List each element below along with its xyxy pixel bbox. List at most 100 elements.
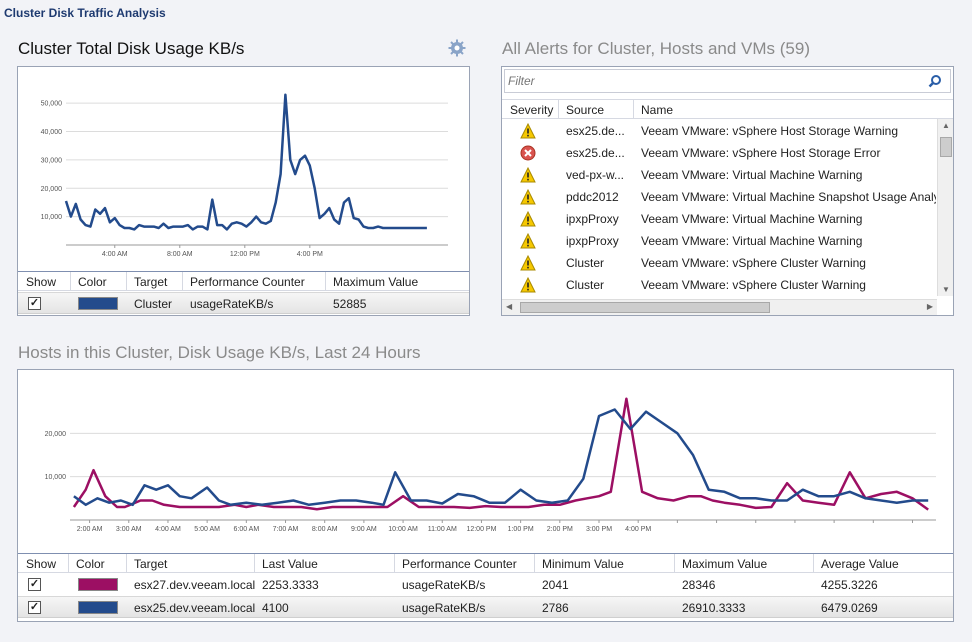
counter-cell: usageRateKB/s [402, 601, 486, 615]
source-cell: pddc2012 [566, 190, 619, 204]
show-checkbox[interactable]: ✓ [28, 297, 41, 310]
col-color: Color [78, 275, 107, 289]
list-item[interactable]: pddc2012 Veeam VMware: Virtual Machine Sn… [502, 186, 936, 208]
x-tick-label: 12:00 PM [466, 526, 496, 533]
list-item[interactable]: esx25.de... Veeam VMware: vSphere Host St… [502, 142, 936, 164]
name-cell: Veeam VMware: Virtual Machine Warning [641, 234, 863, 248]
max-cell: 28346 [682, 578, 716, 592]
source-cell: Cluster [566, 278, 605, 292]
y-tick-label: 20,000 [45, 431, 67, 438]
list-item[interactable]: ipxpProxy Veeam VMware: Virtual Machine W… [502, 230, 936, 252]
cluster-panel-title: Cluster Total Disk Usage KB/s [18, 39, 245, 58]
x-tick-label: 4:00 AM [155, 526, 181, 533]
y-tick-label: 10,000 [45, 474, 67, 481]
col-name: Name [641, 103, 674, 117]
x-tick-label: 4:00 PM [297, 251, 323, 258]
warning-icon [520, 255, 536, 271]
series-line-1 [73, 408, 929, 507]
x-tick-label: 10:00 AM [388, 526, 418, 533]
col-min: Minimum Value [542, 557, 624, 571]
source-cell: ipxpProxy [566, 212, 619, 226]
name-cell: Veeam VMware: vSphere Cluster Warning [641, 278, 866, 292]
max-cell: 26910.3333 [682, 601, 746, 615]
last-value-cell: 4100 [262, 601, 289, 615]
series-line-0 [72, 397, 929, 511]
col-target: Target [134, 557, 168, 571]
col-counter: Performance Counter [402, 557, 517, 571]
hosts-panel-title: Hosts in this Cluster, Disk Usage KB/s, … [18, 343, 421, 362]
name-cell: Veeam VMware: Virtual Machine Warning [641, 212, 863, 226]
name-cell: Veeam VMware: vSphere Host Storage Warni… [641, 124, 899, 138]
hosts-grid-header: Show Color Target Last Value Performance… [18, 553, 953, 573]
list-item[interactable]: Cluster Veeam VMware: vSphere Cluster War… [502, 252, 936, 274]
warning-icon [520, 277, 536, 293]
app-title: Cluster Disk Traffic Analysis [4, 6, 166, 20]
last-value-cell: 2253.3333 [262, 578, 319, 592]
filter-input[interactable] [508, 74, 888, 88]
error-icon [520, 145, 536, 161]
max-cell: 52885 [333, 297, 367, 311]
warning-icon [520, 189, 536, 205]
table-row[interactable]: ✓ esx27.dev.veeam.local 2253.3333 usageR… [18, 574, 953, 596]
alerts-vertical-scrollbar[interactable]: ▲ ▼ [937, 119, 953, 296]
y-tick-label: 20,000 [41, 186, 63, 193]
avg-cell: 4255.3226 [821, 578, 878, 592]
warning-icon [520, 233, 536, 249]
x-tick-label: 4:00 AM [102, 251, 128, 258]
list-item[interactable]: ipxpProxy Veeam VMware: Virtual Machine W… [502, 208, 936, 230]
list-item[interactable]: ved-px-w... Veeam VMware: Virtual Machine… [502, 164, 936, 186]
col-counter: Performance Counter [190, 275, 305, 289]
x-tick-label: 8:00 AM [167, 251, 193, 258]
show-checkbox[interactable]: ✓ [28, 601, 41, 614]
alerts-grid-header: Severity Source Name [502, 99, 953, 119]
cluster-grid-header: Show Color Target Performance Counter Ma… [18, 271, 469, 291]
x-tick-label: 3:00 PM [586, 526, 612, 533]
series-line-0 [64, 93, 427, 231]
x-tick-label: 7:00 AM [273, 526, 299, 533]
hosts-chart: 10,000 20,000 2:00 AM 3:00 AM 4:00 AM 5:00 AM… [45, 397, 936, 533]
search-icon[interactable] [928, 74, 942, 88]
color-swatch [78, 601, 118, 614]
x-tick-label: 1:00 PM [508, 526, 534, 533]
warning-icon [520, 211, 536, 227]
x-tick-label: 3:00 AM [116, 526, 142, 533]
y-tick-label: 50,000 [41, 101, 63, 108]
cluster-chart: 10,000 20,000 30,000 40,000 50,000 4:00 AM 8:0… [41, 93, 448, 258]
name-cell: Veeam VMware: vSphere Cluster Warning [641, 256, 866, 270]
name-cell: Veeam VMware: Virtual Machine Snapshot U… [641, 190, 936, 204]
show-checkbox[interactable]: ✓ [28, 578, 41, 591]
table-row[interactable]: ✓ Cluster usageRateKB/s 52885 [18, 292, 469, 314]
y-tick-label: 40,000 [41, 129, 63, 136]
col-severity: Severity [510, 103, 554, 117]
table-row[interactable]: ✓ esx25.dev.veeam.local 4100 usageRateKB… [18, 596, 953, 618]
source-cell: ipxpProxy [566, 234, 619, 248]
x-tick-label: 2:00 AM [77, 526, 103, 533]
name-cell: Veeam VMware: vSphere Host Storage Error [641, 146, 881, 160]
col-source: Source [566, 103, 605, 117]
x-tick-label: 12:00 PM [230, 251, 260, 258]
name-cell: Veeam VMware: Virtual Machine Warning [641, 168, 863, 182]
y-tick-label: 30,000 [41, 157, 63, 164]
filter-box[interactable] [504, 69, 951, 93]
min-cell: 2786 [542, 601, 569, 615]
min-cell: 2041 [542, 578, 569, 592]
list-item[interactable]: Cluster Veeam VMware: vSphere Cluster War… [502, 274, 936, 296]
counter-cell: usageRateKB/s [190, 297, 274, 311]
x-tick-label: 5:00 AM [194, 526, 220, 533]
x-tick-label: 11:00 AM [428, 526, 457, 533]
x-tick-label: 8:00 AM [312, 526, 338, 533]
source-cell: Cluster [566, 256, 605, 270]
col-max: Maximum Value [333, 275, 419, 289]
x-tick-label: 4:00 PM [625, 526, 651, 533]
list-item[interactable]: esx25.de... Veeam VMware: vSphere Host St… [502, 120, 936, 142]
y-tick-label: 10,000 [41, 214, 63, 221]
warning-icon [520, 167, 536, 183]
source-cell: esx25.de... [566, 146, 625, 160]
col-max: Maximum Value [682, 557, 768, 571]
x-tick-label: 6:00 AM [233, 526, 259, 533]
gear-icon[interactable] [448, 39, 466, 57]
alerts-panel: Severity Source Name esx25.de... Veeam VM… [501, 66, 954, 316]
alerts-horizontal-scrollbar[interactable]: ◀ ▶ [502, 299, 937, 315]
x-tick-label: 2:00 PM [547, 526, 573, 533]
col-avg: Average Value [821, 557, 899, 571]
